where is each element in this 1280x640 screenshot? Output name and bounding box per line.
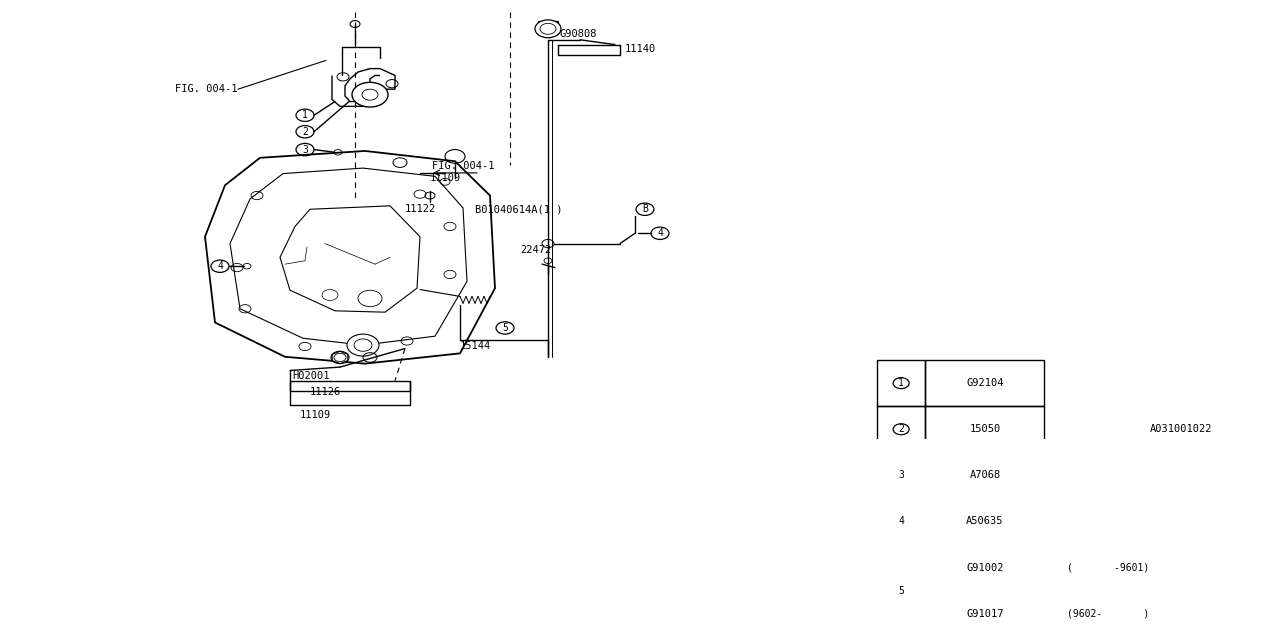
Text: G92104: G92104 — [966, 378, 1004, 388]
Bar — [925, 406, 1044, 452]
Circle shape — [535, 20, 561, 38]
Text: A50635: A50635 — [966, 516, 1004, 527]
Text: 11122: 11122 — [404, 204, 436, 214]
Circle shape — [352, 83, 388, 107]
Text: 2: 2 — [302, 127, 308, 137]
Text: G91017: G91017 — [966, 609, 1004, 619]
Bar — [925, 360, 1044, 406]
Bar — [877, 360, 925, 406]
Text: 4: 4 — [899, 516, 904, 527]
Text: H02001: H02001 — [292, 371, 329, 381]
Bar — [877, 545, 925, 637]
Bar — [877, 452, 925, 499]
Text: 3: 3 — [899, 470, 904, 481]
Circle shape — [347, 334, 379, 356]
Bar — [925, 591, 1044, 637]
Text: 5: 5 — [899, 586, 904, 596]
Bar — [925, 499, 1044, 545]
Text: (       -9601): ( -9601) — [1068, 563, 1149, 573]
Text: G91002: G91002 — [966, 563, 1004, 573]
Text: 2: 2 — [899, 424, 904, 434]
Text: 11140: 11140 — [625, 44, 657, 54]
Text: 11109: 11109 — [300, 410, 332, 420]
Text: 15050: 15050 — [969, 424, 1001, 434]
Text: 15144: 15144 — [460, 342, 492, 351]
Text: (9602-       ): (9602- ) — [1068, 609, 1149, 619]
Text: A031001022: A031001022 — [1149, 424, 1212, 434]
Text: FIG. 004-1: FIG. 004-1 — [433, 161, 494, 171]
Text: 1: 1 — [899, 378, 904, 388]
Bar — [1044, 545, 1172, 591]
Bar — [877, 499, 925, 545]
Text: 11126: 11126 — [310, 387, 342, 397]
Bar — [925, 545, 1044, 591]
Text: 11109: 11109 — [430, 173, 461, 184]
Text: 4: 4 — [218, 261, 223, 271]
Text: 22472: 22472 — [520, 245, 552, 255]
Bar — [925, 452, 1044, 499]
Bar — [1044, 591, 1172, 637]
Text: A7068: A7068 — [969, 470, 1001, 481]
Text: 5: 5 — [502, 323, 508, 333]
Text: G90808: G90808 — [561, 29, 598, 39]
Text: 3: 3 — [302, 145, 308, 155]
Text: 1: 1 — [302, 110, 308, 120]
Text: B: B — [643, 204, 648, 214]
Text: FIG. 004-1: FIG. 004-1 — [175, 84, 238, 94]
Text: 4: 4 — [657, 228, 663, 238]
Bar — [877, 406, 925, 452]
Text: B01040614A(1 ): B01040614A(1 ) — [475, 204, 562, 214]
Circle shape — [332, 351, 349, 364]
